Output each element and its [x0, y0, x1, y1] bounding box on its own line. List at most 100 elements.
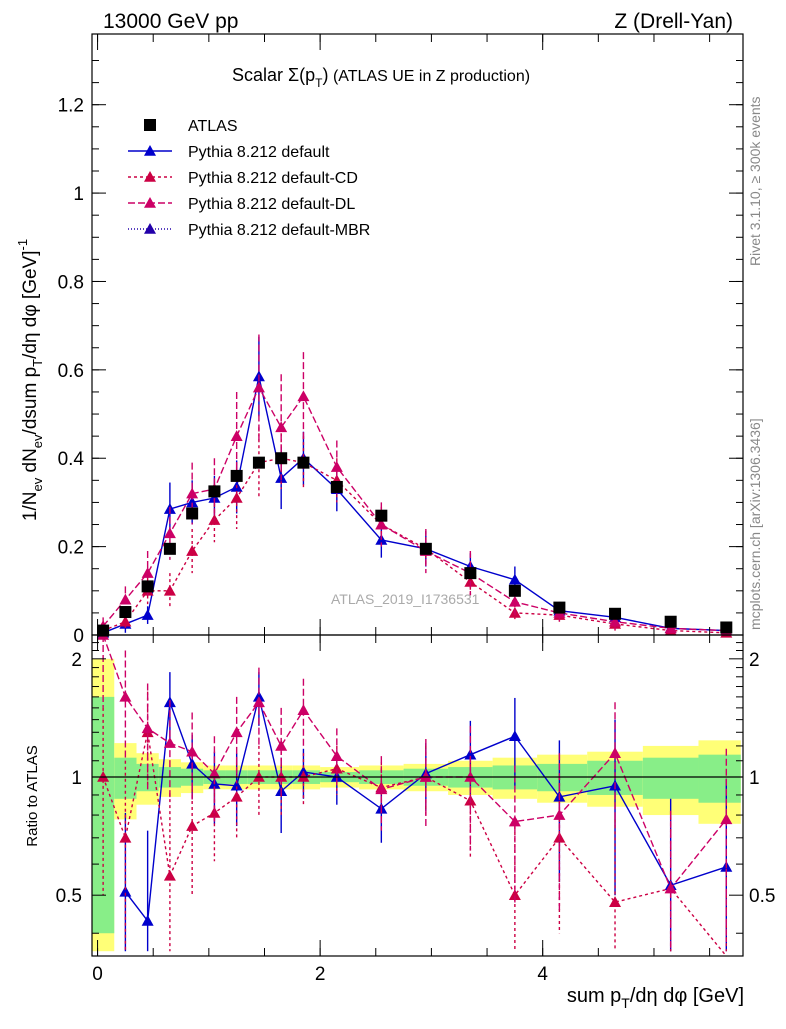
series-marker: [664, 882, 677, 894]
band-inner: [114, 757, 137, 799]
analysis-watermark: ATLAS_2019_I1736531: [331, 591, 480, 607]
band-inner: [642, 757, 699, 799]
series-marker: [119, 831, 132, 843]
atlas-point: [609, 607, 622, 620]
series-marker: [119, 593, 132, 605]
series-marker: [163, 737, 176, 748]
series-marker: [330, 750, 343, 761]
atlas-point: [119, 606, 132, 619]
series-marker: [208, 767, 221, 779]
atlas-point: [553, 601, 566, 614]
legend-label: ATLAS: [188, 118, 238, 135]
series-marker: [664, 622, 677, 634]
header-left: 13000 GeV pp: [103, 10, 238, 33]
x-axis-label: sum pT/dη dφ [GeV]: [567, 985, 744, 1011]
y-tick-label: 0.2: [58, 538, 84, 559]
series-marker: [508, 573, 521, 585]
series-marker: [230, 779, 243, 791]
series-marker: [464, 771, 477, 782]
ratio-tick-label-right: 1: [749, 768, 760, 789]
series-marker: [252, 696, 265, 708]
atlas-point: [141, 580, 154, 593]
series-marker: [508, 595, 521, 607]
series-marker: [609, 747, 622, 758]
atlas-point: [297, 456, 310, 469]
atlas-point: [230, 469, 243, 482]
band-inner: [92, 696, 115, 934]
ratio-tick-label: 1: [71, 768, 82, 789]
series-marker: [141, 609, 154, 620]
band-inner: [698, 754, 741, 803]
series-marker: [119, 690, 132, 702]
x-tick-label: 4: [537, 964, 548, 985]
series-marker: [163, 527, 176, 539]
series-marker: [141, 914, 154, 926]
y-tick-label: 0.4: [58, 449, 85, 470]
series-marker: [275, 421, 288, 433]
atlas-point: [375, 509, 388, 522]
legend-label: Pythia 8.212 default-MBR: [188, 222, 370, 239]
ratio-series-2: [97, 629, 733, 952]
series-marker: [508, 730, 521, 742]
legend-marker-atlas: [144, 119, 156, 131]
y-tick-label: 0.6: [58, 361, 84, 382]
legend: ATLAS Pythia 8.212 default Pythia 8.212 de…: [128, 118, 370, 239]
chart-title: Scalar Σ(pT) (ATLAS UE in Z production): [232, 65, 530, 90]
series-marker: [144, 171, 156, 182]
series-marker: [252, 690, 265, 702]
y-tick-label: 0: [73, 626, 84, 647]
series-marker: [375, 783, 388, 795]
series-marker: [163, 584, 176, 596]
ratio-y-axis-label: Ratio to ATLAS: [24, 745, 41, 846]
atlas-point: [97, 624, 110, 637]
series-marker: [186, 745, 199, 757]
series-marker: [419, 771, 432, 782]
series-marker: [330, 762, 343, 774]
series-marker: [275, 739, 288, 751]
atlas-point: [508, 584, 521, 597]
atlas-point: [275, 452, 288, 465]
series-marker: [230, 492, 243, 503]
ratio-tick-label-right: 0.5: [749, 886, 775, 907]
series-marker: [252, 381, 265, 393]
y-tick-label: 1.2: [58, 96, 84, 117]
atlas-point: [252, 456, 265, 469]
legend-label: Pythia 8.212 default-DL: [188, 196, 355, 213]
y-tick-label: 0.8: [58, 272, 84, 293]
ratio-tick-label: 2: [71, 650, 82, 671]
ratio-uncertainty-bands: [92, 658, 741, 952]
mcplots-label: mcplots.cern.ch [arXiv:1306.3436]: [747, 418, 763, 630]
series-marker: [186, 545, 199, 556]
ratio-series-1: [97, 691, 728, 957]
series-marker: [230, 726, 243, 738]
x-tick-label: 0: [92, 964, 103, 985]
legend-label: Pythia 8.212 default-CD: [188, 170, 358, 187]
atlas-point: [720, 621, 733, 634]
series-marker: [144, 223, 156, 234]
atlas-data: [97, 452, 733, 637]
series-marker: [208, 492, 221, 503]
series-marker: [609, 896, 622, 907]
y-axis-label: 1/Nev dNev/dsum pT/dη dφ [GeV]-1: [15, 239, 45, 521]
atlas-point: [464, 567, 477, 580]
series-marker: [330, 461, 343, 472]
ratio-tick-label: 0.5: [56, 886, 82, 907]
series-marker: [141, 567, 154, 578]
series-marker: [163, 869, 176, 881]
series-marker: [297, 704, 310, 715]
series-marker: [144, 145, 156, 156]
series-marker: [464, 748, 477, 760]
rivet-label: Rivet 3.1.10, ≥ 300k events: [747, 96, 763, 266]
y-tick-label: 1: [73, 184, 84, 205]
series-marker: [553, 809, 566, 820]
series-marker: [508, 815, 521, 827]
legend-label: Pythia 8.212 default: [188, 144, 330, 161]
atlas-point: [419, 542, 432, 555]
series-marker: [230, 790, 243, 802]
atlas-point: [664, 615, 677, 628]
series-marker: [119, 885, 132, 897]
series-marker: [186, 496, 199, 508]
x-tick-label: 2: [315, 964, 326, 985]
atlas-point: [163, 542, 176, 555]
